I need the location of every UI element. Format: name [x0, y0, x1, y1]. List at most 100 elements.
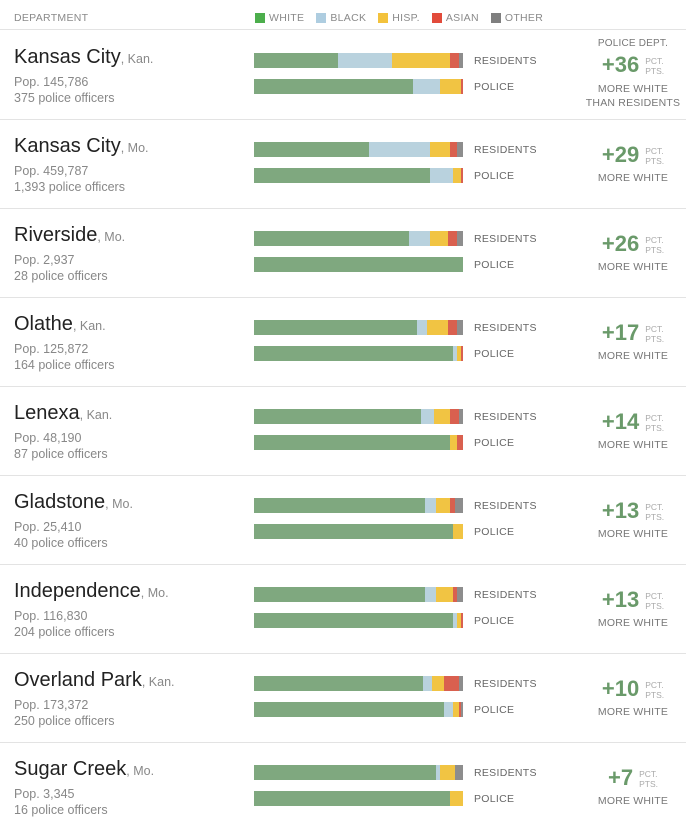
residents-label: RESIDENTS	[474, 500, 537, 512]
bar-segment-black	[368, 142, 430, 157]
diff-caption: MORE WHITE	[580, 349, 686, 363]
residents-label: RESIDENTS	[474, 589, 537, 601]
bar-segment-hisp	[429, 231, 449, 246]
bar-segment-white	[254, 587, 426, 602]
city-name: Kansas City	[14, 135, 121, 157]
bar-segment-hisp	[450, 791, 463, 806]
diff-unit: PCT. PTS.	[645, 413, 665, 433]
diff-value: +36 PCT. PTS.	[580, 53, 686, 77]
population: Pop. 2,937	[14, 253, 75, 267]
diff-unit: PCT. PTS.	[639, 769, 658, 789]
diff-unit: PCT. PTS.	[645, 680, 665, 700]
bar-segment-hisp	[452, 524, 463, 539]
legend-item-other: OTHER	[490, 12, 543, 24]
diff-value: +7 PCT. PTS.	[580, 766, 686, 790]
officer-count: 16 police officers	[14, 803, 108, 817]
table-header: DEPARTMENT WHITE BLACK HISP. ASIAN OTHER	[0, 0, 686, 30]
pct-label: PCT.	[645, 324, 664, 334]
bar-segment-asian	[444, 676, 459, 691]
population: Pop. 116,830	[14, 609, 88, 623]
legend-label: ASIAN	[445, 12, 479, 24]
legend-item-white: WHITE	[255, 12, 304, 24]
police-label: POLICE	[474, 170, 515, 182]
diff-number: +17	[601, 320, 640, 345]
pts-label: PTS.	[645, 333, 665, 344]
bar-segment-white	[254, 168, 430, 183]
city-state: , Kan.	[79, 408, 113, 422]
police-label: POLICE	[474, 615, 515, 627]
diff-value: +10 PCT. PTS.	[580, 677, 686, 701]
diff-value: +26 PCT. PTS.	[580, 232, 686, 256]
pts-label: PTS.	[639, 778, 658, 789]
population: Pop. 459,787	[14, 164, 89, 178]
bar-segment-asian	[452, 587, 457, 602]
police-bar	[254, 346, 463, 361]
city-name: Independence	[14, 580, 141, 602]
police-label: POLICE	[474, 81, 515, 93]
department-row: Kansas City, Mo. Pop. 459,787 1,393 police…	[0, 120, 686, 209]
officer-count: 28 police officers	[14, 269, 108, 283]
police-label: POLICE	[474, 348, 515, 360]
bar-segment-other	[456, 231, 463, 246]
residents-bar	[254, 587, 463, 602]
bar-segment-white	[254, 791, 451, 806]
population: Pop. 3,345	[14, 787, 75, 801]
diff-number: +13	[601, 587, 640, 612]
bar-segment-asian	[448, 320, 457, 335]
bar-segment-white	[254, 613, 453, 628]
population: Pop. 48,190	[14, 431, 82, 445]
bar-segment-white	[254, 320, 418, 335]
pct-label: PCT.	[645, 413, 664, 423]
more-white-line: MORE WHITE	[597, 795, 669, 807]
department-row: Overland Park, Kan. Pop. 173,372 250 polic…	[0, 654, 686, 743]
pct-label: PCT.	[645, 56, 664, 66]
department-row: Olathe, Kan. Pop. 125,872 164 police offic…	[0, 298, 686, 387]
diff-unit: PCT. PTS.	[645, 235, 665, 255]
residents-bar	[254, 320, 463, 335]
pts-label: PTS.	[645, 244, 665, 255]
more-white-line: MORE WHITE	[597, 528, 669, 540]
residents-label: RESIDENTS	[474, 767, 537, 779]
city-heading: Kansas City, Mo.	[14, 135, 149, 158]
diff-caption: MORE WHITE	[580, 438, 686, 452]
bar-segment-hisp	[435, 587, 453, 602]
bar-segment-black	[408, 231, 430, 246]
pts-label: PTS.	[645, 422, 665, 433]
residents-label: RESIDENTS	[474, 322, 537, 334]
race-legend: WHITE BLACK HISP. ASIAN OTHER	[255, 12, 555, 24]
pts-label: PTS.	[645, 689, 665, 700]
police-bar	[254, 524, 463, 539]
bar-segment-white	[254, 53, 338, 68]
diff-unit: PCT. PTS.	[645, 56, 664, 76]
pts-label: PTS.	[645, 155, 665, 166]
legend-label: BLACK	[330, 12, 367, 24]
diff-number: +14	[601, 409, 640, 434]
officer-count: 250 police officers	[14, 714, 115, 728]
more-white-line: MORE WHITE	[597, 439, 669, 451]
city-name: Kansas City	[14, 46, 121, 68]
officer-count: 87 police officers	[14, 447, 108, 461]
pct-label: PCT.	[645, 591, 664, 601]
bar-segment-hisp	[440, 765, 455, 780]
diff-caption: MORE WHITE	[580, 260, 686, 274]
bar-segment-asian	[460, 79, 463, 94]
residents-bar	[254, 409, 463, 424]
bar-segment-asian	[450, 498, 455, 513]
population: Pop. 173,372	[14, 698, 89, 712]
more-white-line: MORE WHITE	[597, 617, 669, 629]
department-row: Riverside, Mo. Pop. 2,937 28 police office…	[0, 209, 686, 298]
bar-segment-asian	[450, 142, 457, 157]
more-white-line: MORE WHITE	[597, 172, 669, 184]
diff-value: +14 PCT. PTS.	[580, 410, 686, 434]
police-bar	[254, 79, 463, 94]
city-name: Gladstone	[14, 491, 106, 513]
diff-unit: PCT. PTS.	[645, 324, 665, 344]
bar-segment-hisp	[452, 702, 459, 717]
bar-segment-asian	[450, 53, 459, 68]
pct-label: PCT.	[645, 680, 664, 690]
diff-unit: PCT. PTS.	[645, 591, 664, 611]
police-label: POLICE	[474, 704, 515, 716]
pct-label: PCT.	[645, 235, 664, 245]
diff-caption: MORE WHITE THAN RESIDENTS	[580, 82, 686, 110]
bar-segment-black	[423, 676, 432, 691]
